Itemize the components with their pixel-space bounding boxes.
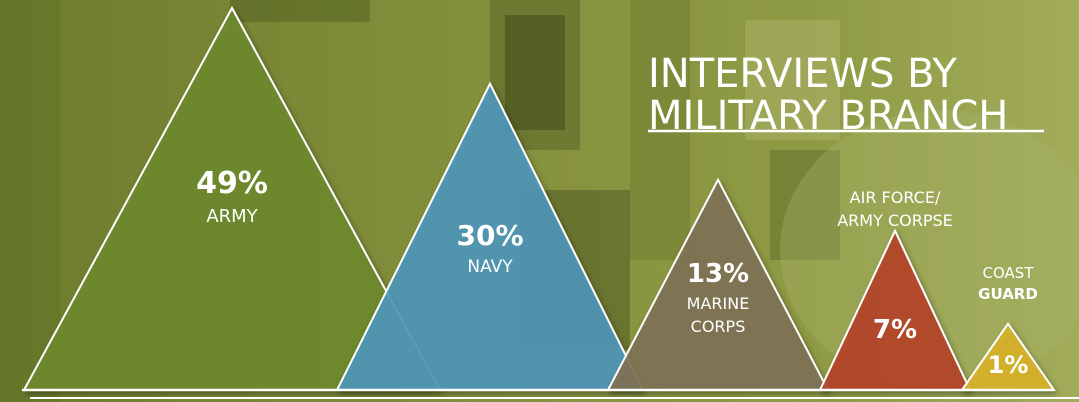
value-label-air-force: 7% <box>873 315 917 345</box>
chart-marks: 49% ARMY 30% NAVY 13% MARINE CORPS 7% AIR FORCE/… <box>22 5 1056 391</box>
value-label-coast-guard: 1% <box>988 351 1029 379</box>
category-label-coast-guard-2: GUARD <box>978 285 1038 303</box>
category-label-coast-guard-1: COAST <box>983 264 1035 282</box>
value-label-army: 49% <box>196 166 268 201</box>
value-label-marine-corps: 13% <box>687 259 749 289</box>
category-label-navy-1: NAVY <box>467 257 513 277</box>
category-label-air-force-2: ARMY CORPSE <box>837 211 953 230</box>
chart-title: INTERVIEWS BY MILITARY BRANCH <box>648 51 1044 139</box>
chart-title-line-1: INTERVIEWS BY <box>648 51 957 97</box>
category-label-air-force-1: AIR FORCE/ <box>850 188 941 207</box>
category-label-army-1: ARMY <box>206 206 258 227</box>
value-label-navy: 30% <box>456 219 523 252</box>
category-label-marine-corps-1: MARINE <box>687 294 750 313</box>
category-label-marine-corps-2: CORPS <box>691 317 746 336</box>
